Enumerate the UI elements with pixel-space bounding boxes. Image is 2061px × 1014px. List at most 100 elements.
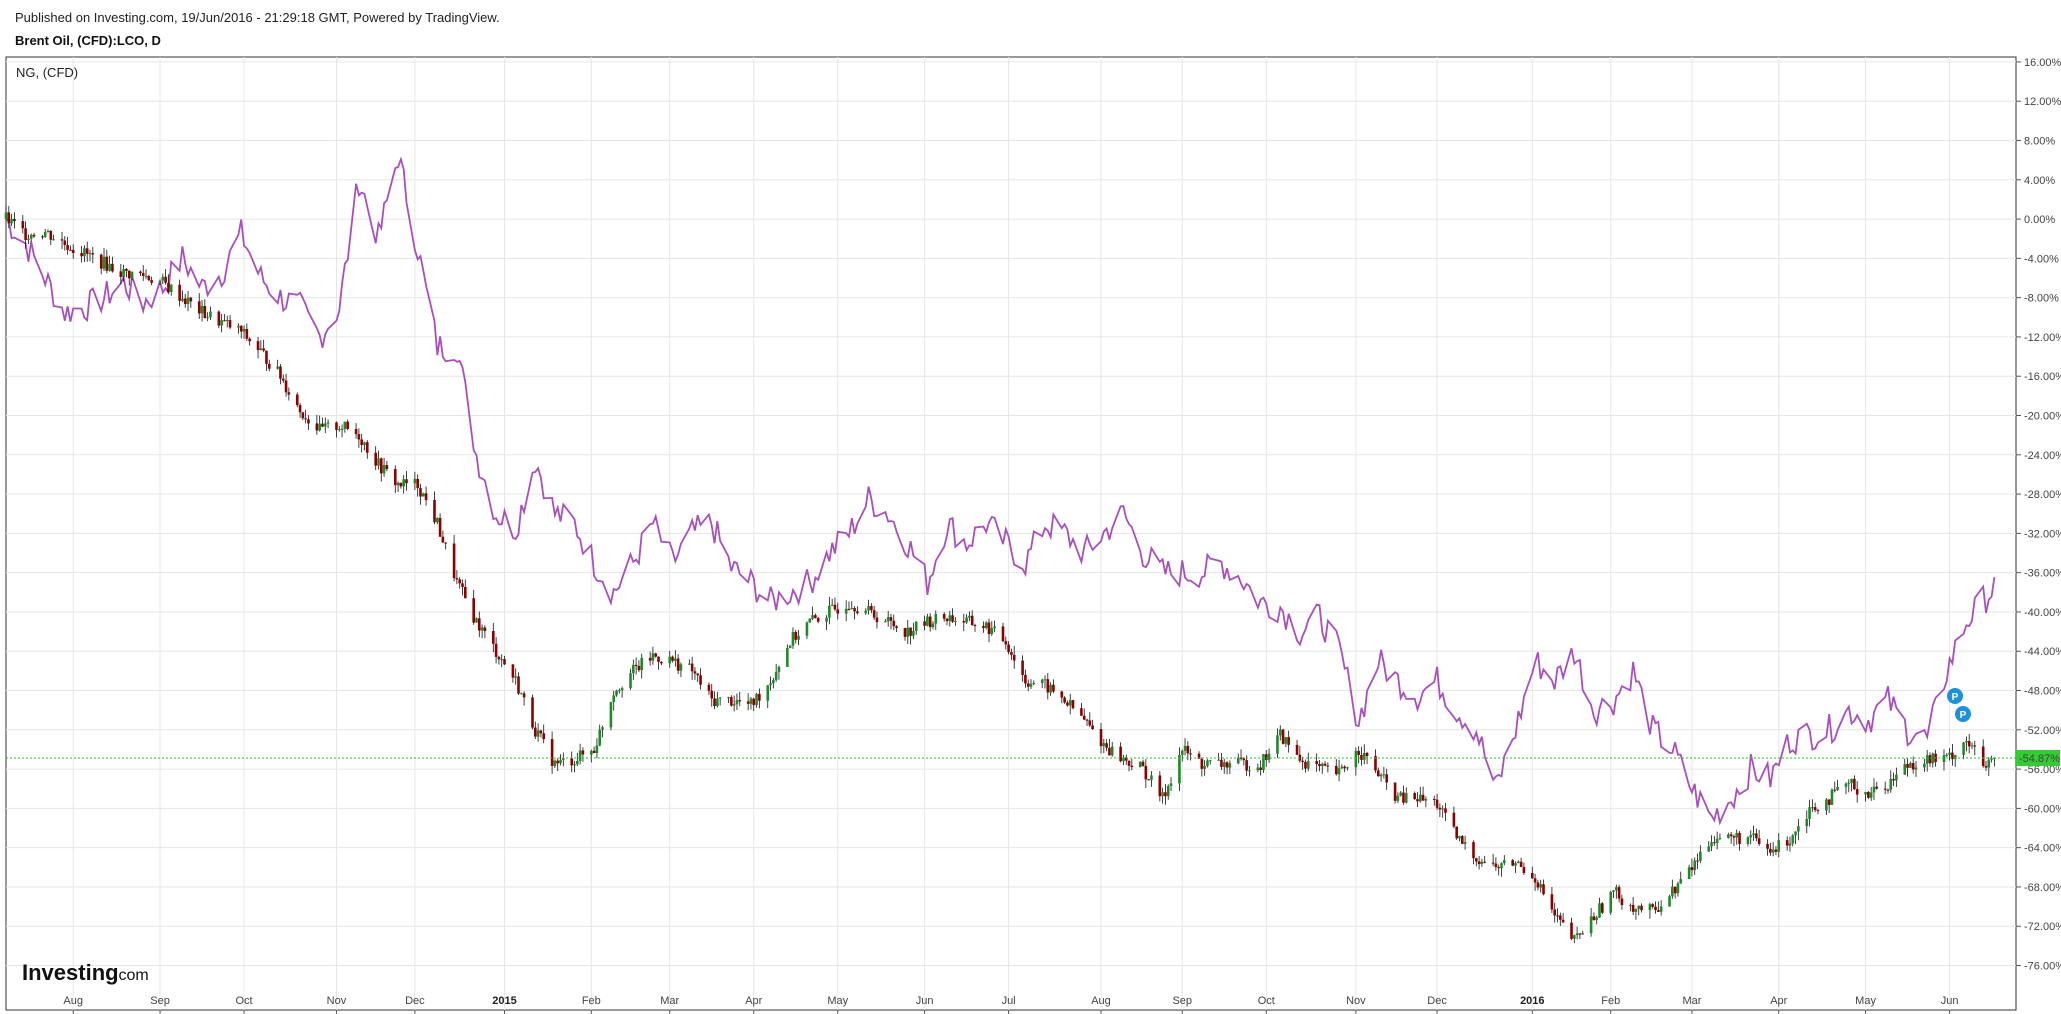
candle-body [1556, 915, 1559, 917]
candle-body [1046, 679, 1050, 693]
ng-line [5, 156, 1996, 826]
candle-body [1522, 866, 1526, 873]
candle-body [1707, 846, 1711, 852]
candle-body [864, 610, 868, 614]
candle-body [581, 750, 585, 755]
candle-body [629, 673, 632, 689]
candle-body [323, 423, 327, 427]
candle-body [1444, 808, 1447, 813]
candle-body [1245, 760, 1248, 771]
candle-body [1514, 863, 1517, 866]
candle-body [615, 690, 618, 696]
candle-body [766, 685, 770, 701]
candle-body [828, 605, 831, 618]
y-tick-label: -40.00% [2024, 607, 2061, 619]
chart-title: Brent Oil, (CFD):LCO, D [15, 33, 161, 48]
candle-body [150, 280, 153, 283]
candle-body [1816, 810, 1820, 812]
candle-body [1416, 799, 1419, 802]
candle-body [634, 664, 638, 666]
candle-body [758, 693, 761, 701]
candle-body [1276, 735, 1279, 754]
candle-body [1186, 745, 1190, 754]
candle-body [1825, 799, 1828, 811]
x-tick-label: Apr [745, 995, 762, 1007]
candle-body [1676, 883, 1680, 894]
candle-body [1757, 838, 1761, 844]
candle-body [1228, 763, 1232, 768]
candle-body [1374, 756, 1377, 771]
candle-body [85, 248, 89, 254]
candle-body [105, 256, 109, 271]
candle-body [892, 620, 896, 627]
candle-body [503, 659, 506, 665]
candle-body [735, 700, 739, 705]
candle-body [340, 429, 344, 431]
candle-body [1906, 764, 1909, 768]
candle-body [1169, 783, 1173, 786]
candle-body [122, 268, 125, 277]
candle-body [1573, 935, 1576, 939]
candle-body [1690, 867, 1694, 871]
candle-body [872, 610, 876, 618]
candle-body [1119, 746, 1122, 762]
candle-body [875, 617, 879, 623]
candle-body [1713, 842, 1716, 844]
candle-body [651, 653, 655, 661]
event-markers[interactable]: PP [1947, 688, 1971, 722]
candle-body [1914, 767, 1918, 770]
candle-body [1536, 882, 1540, 888]
candle-body [592, 750, 596, 754]
candle-body [934, 614, 938, 624]
x-tick-label: Sep [1172, 995, 1192, 1007]
candle-body [1158, 775, 1162, 797]
candle-body [1491, 862, 1495, 864]
candle-body [1494, 863, 1498, 868]
candle-body [102, 256, 106, 269]
candle-body [374, 452, 377, 466]
candle-body [1671, 886, 1674, 897]
candle-body [847, 608, 851, 610]
candle-body [769, 683, 772, 686]
candle-body [1256, 767, 1260, 771]
y-tick-label: -52.00% [2024, 725, 2061, 737]
candle-body [578, 750, 582, 762]
candle-body [1651, 904, 1655, 907]
candle-body [1637, 905, 1641, 909]
candle-body [945, 618, 949, 622]
candle-body [1239, 757, 1243, 759]
candle-body [1634, 908, 1638, 912]
candle-body [1178, 755, 1181, 784]
y-tick-label: -64.00% [2024, 843, 2061, 855]
candle-body [32, 234, 36, 237]
candle-body [637, 665, 641, 671]
candle-body [1066, 702, 1069, 706]
candle-body [416, 478, 419, 488]
candle-body [1032, 682, 1036, 684]
candle-body [1855, 789, 1859, 795]
candle-body [1553, 909, 1557, 916]
candle-body [511, 664, 515, 678]
brent-candles [4, 205, 1996, 944]
candle-body [1797, 826, 1800, 832]
candle-body [1108, 747, 1111, 756]
candle-body [1889, 778, 1893, 790]
candle-body [1620, 898, 1624, 905]
candle-body [1217, 759, 1220, 761]
candle-body [534, 727, 537, 737]
candle-body [1769, 848, 1772, 853]
candle-body [217, 311, 221, 326]
candle-body [147, 275, 151, 281]
x-tick-label: Jun [916, 995, 934, 1007]
candle-body [973, 625, 977, 627]
candle-body [1942, 755, 1946, 763]
candle-body [1687, 867, 1691, 880]
candle-body [108, 263, 111, 271]
candle-body [931, 623, 935, 628]
candle-body [693, 671, 697, 674]
candle-body [161, 276, 165, 281]
candle-body [220, 320, 223, 326]
candle-body [396, 482, 400, 486]
candle-body [1911, 763, 1915, 770]
